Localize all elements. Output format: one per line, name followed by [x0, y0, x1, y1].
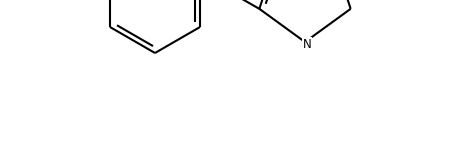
Text: N: N	[303, 38, 312, 51]
